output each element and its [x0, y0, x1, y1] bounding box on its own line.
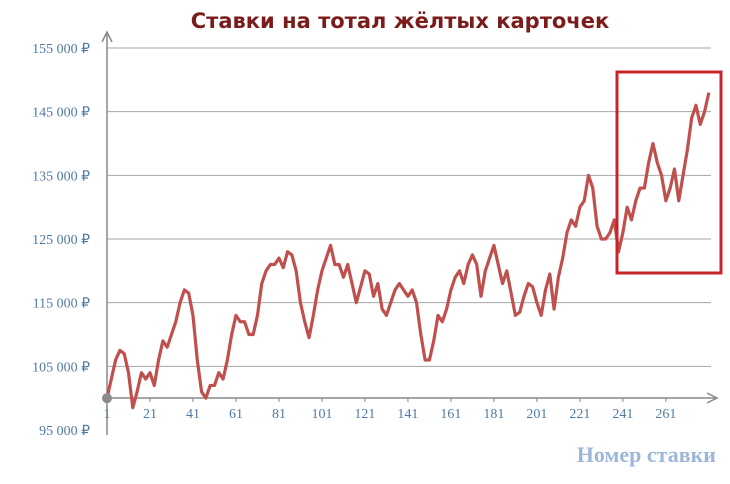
x-tick-label: 41 — [186, 407, 200, 422]
highlight-box — [615, 70, 723, 275]
x-tick-label: 261 — [655, 407, 676, 422]
x-tick-label: 101 — [311, 407, 332, 422]
x-tick-label: 1 — [104, 407, 111, 422]
y-tick-label: 105 000 ₽ — [32, 360, 90, 375]
y-tick-label: 115 000 ₽ — [33, 297, 90, 312]
y-tick-label: 155 000 ₽ — [32, 42, 90, 57]
x-tick-label: 81 — [272, 407, 286, 422]
x-tick-label: 61 — [229, 407, 243, 422]
x-axis-label: Номер ставки — [577, 442, 717, 467]
x-tick-label: 121 — [354, 407, 375, 422]
chart-title: Ставки на тотал жёлтых карточек — [191, 9, 609, 33]
x-tick-label: 181 — [483, 407, 504, 422]
y-tick-label: 145 000 ₽ — [32, 106, 90, 121]
x-tick-label: 201 — [526, 407, 547, 422]
x-axis-arrow — [706, 392, 719, 404]
x-tick-label: 241 — [612, 407, 633, 422]
x-tick-label: 21 — [143, 407, 157, 422]
data-line — [105, 92, 711, 410]
plot: 95 000 ₽ 105 000 ₽ 115 000 ₽ 125 000 ₽ 135 0… — [32, 30, 719, 439]
x-tick-label: 141 — [397, 407, 418, 422]
x-tick-label: 221 — [569, 407, 590, 422]
y-tick-label: 95 000 ₽ — [39, 424, 90, 439]
x-tick-label: 161 — [440, 407, 461, 422]
y-axis-arrow — [101, 30, 113, 43]
y-tick-label: 125 000 ₽ — [32, 233, 90, 248]
start-point — [102, 393, 112, 404]
y-tick-label: 135 000 ₽ — [32, 169, 90, 184]
